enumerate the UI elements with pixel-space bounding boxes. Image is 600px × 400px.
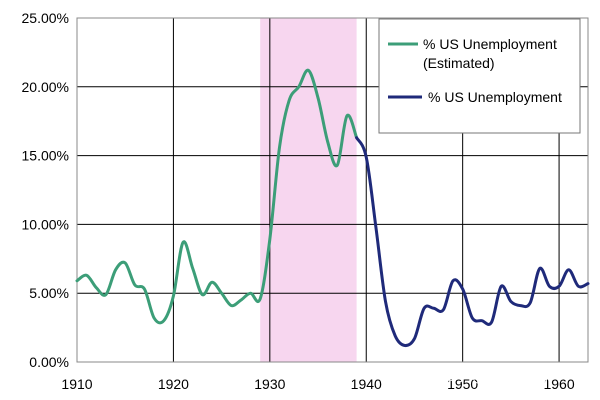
x-tick-label: 1960 [543,376,574,392]
series-lines [75,68,590,348]
y-tick-label: 10.00% [22,216,69,232]
legend-label-actual: % US Unemployment [428,89,562,105]
y-tick-label: 25.00% [22,10,69,26]
watermark-text: 知乎 @西北有狐忠 [442,369,550,385]
series-line-estimated [75,68,359,325]
tick-labels: 0.00% 5.00% 10.00% 15.00% 20.00% 25.00% 1910 19… [22,10,575,392]
y-tick-label: 15.00% [22,148,69,164]
x-tick-label: 1940 [351,376,382,392]
y-tick-label: 20.00% [22,79,69,95]
legend-label-estimated-line1: % US Unemployment [423,36,557,52]
legend-label-estimated-line2: (Estimated) [423,55,495,71]
y-tick-label: 5.00% [29,285,69,301]
y-tick-label: 0.00% [29,354,69,370]
legend: % US Unemployment (Estimated) % US Unemp… [378,18,581,134]
x-tick-label: 1950 [447,376,478,392]
plot-area [76,17,589,363]
x-tick-label: 1920 [158,376,189,392]
x-tick-label: 1930 [254,376,285,392]
legend-box [378,18,581,134]
x-tick-label: 1910 [61,376,92,392]
series-line-actual [355,136,590,348]
